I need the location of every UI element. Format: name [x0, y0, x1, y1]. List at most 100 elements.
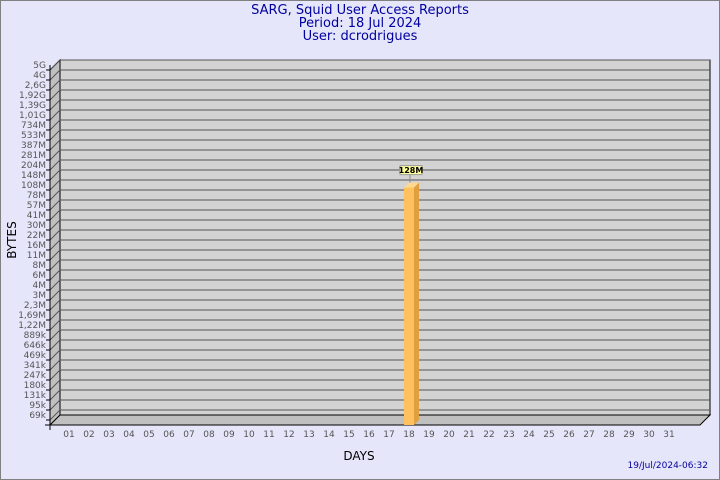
- x-tick-label: 01: [63, 430, 74, 440]
- chart-period: Period: 18 Jul 2024: [298, 16, 422, 31]
- grid-line-side: [49, 299, 61, 311]
- y-axis-title: BYTES: [5, 221, 19, 258]
- y-tick-label: 78M: [27, 191, 46, 201]
- bar-value-label: 128M: [399, 166, 424, 175]
- chart-user: User: dcrodrigues: [302, 29, 418, 44]
- grid-line-side: [49, 109, 61, 121]
- y-tick-label: 30M: [27, 221, 46, 231]
- plot-back-panel: [59, 59, 711, 416]
- x-tick-label: 15: [343, 430, 354, 440]
- y-tick-label: 57M: [27, 201, 46, 211]
- grid-line-side: [49, 89, 61, 101]
- y-tick-label: 734M: [21, 121, 46, 131]
- grid-line-side: [49, 329, 61, 341]
- y-tick-label: 1,92G: [19, 91, 46, 101]
- y-tick-label: 4M: [33, 281, 47, 291]
- y-tick-label: 204M: [21, 161, 46, 171]
- grid-line-side: [49, 69, 61, 81]
- x-tick-label: 24: [523, 430, 535, 440]
- x-tick-label: 14: [323, 430, 335, 440]
- y-tick-label: 5G: [33, 61, 46, 71]
- x-tick-label: 21: [463, 430, 474, 440]
- y-tick-label: 11M: [27, 251, 46, 261]
- x-tick-label: 11: [263, 430, 274, 440]
- grid-line-side: [49, 119, 61, 131]
- grid-line-side: [49, 239, 61, 251]
- grid-line-side: [49, 289, 61, 301]
- x-tick-label: 28: [603, 430, 615, 440]
- grid-line-side: [49, 249, 61, 261]
- grid-line-side: [49, 349, 61, 361]
- x-tick-label: 31: [663, 430, 674, 440]
- grid-line-side: [49, 99, 61, 111]
- x-tick-label: 23: [503, 430, 514, 440]
- grid-line-side: [49, 59, 61, 71]
- grid-line-side: [49, 279, 61, 291]
- y-tick-label: 41M: [27, 211, 46, 221]
- y-tick-label: 6M: [33, 271, 47, 281]
- x-tick-label: 09: [223, 430, 235, 440]
- x-tick-label: 25: [543, 430, 554, 440]
- y-tick-label: 533M: [21, 131, 46, 141]
- x-tick-label: 20: [443, 430, 455, 440]
- y-tick-label: 148M: [21, 171, 46, 181]
- x-tick-label: 26: [563, 430, 575, 440]
- x-tick-label: 18: [403, 430, 415, 440]
- y-tick-label: 108M: [21, 181, 46, 191]
- grid-line-side: [49, 359, 61, 371]
- chart-title: SARG, Squid User Access Reports: [251, 3, 469, 18]
- y-tick-label: 8M: [33, 261, 47, 271]
- bar-side: [414, 182, 419, 425]
- y-tick-label: 4G: [33, 71, 46, 81]
- x-tick-label: 13: [303, 430, 314, 440]
- y-tick-label: 1,39G: [19, 101, 46, 111]
- y-tick-label: 3M: [33, 291, 47, 301]
- grid-line-side: [49, 409, 61, 421]
- grid-line-side: [49, 309, 61, 321]
- x-tick-label: 17: [383, 430, 394, 440]
- grid-line-side: [49, 219, 61, 231]
- y-tick-label: 95k: [29, 401, 46, 411]
- x-tick-label: 22: [483, 430, 494, 440]
- y-tick-label: 2,6G: [25, 81, 46, 91]
- x-tick-label: 02: [83, 430, 94, 440]
- x-tick-label: 07: [183, 430, 194, 440]
- y-tick-label: 469k: [24, 351, 47, 361]
- grid-line-side: [49, 269, 61, 281]
- y-tick-label: 16M: [27, 241, 46, 251]
- y-tick-label: 281M: [21, 151, 46, 161]
- y-tick-label: 387M: [21, 141, 46, 151]
- x-tick-label: 29: [623, 430, 635, 440]
- y-tick-label: 1,01G: [19, 111, 46, 121]
- y-tick-label: 1,69M: [18, 311, 46, 321]
- x-axis-title: DAYS: [343, 449, 374, 463]
- y-tick-label: 69k: [29, 411, 46, 421]
- x-tick-label: 16: [363, 430, 375, 440]
- grid-line-side: [49, 399, 61, 411]
- x-tick-label: 10: [243, 430, 255, 440]
- grid-line-side: [49, 129, 61, 141]
- y-tick-label: 2,3M: [24, 301, 46, 311]
- y-tick-label: 341k: [24, 361, 47, 371]
- grid-line-side: [49, 149, 61, 161]
- x-tick-label: 27: [583, 430, 594, 440]
- grid-line-side: [49, 189, 61, 201]
- plot-floor: [48, 414, 712, 426]
- report-timestamp: 19/Jul/2024-06:32: [627, 461, 708, 471]
- grid-line-side: [49, 139, 61, 151]
- x-tick-label: 04: [123, 430, 135, 440]
- grid-line-side: [49, 369, 61, 381]
- y-tick-label: 247k: [24, 371, 47, 381]
- y-tick-label: 22M: [27, 231, 46, 241]
- y-tick-label: 889k: [24, 331, 47, 341]
- grid-line-side: [49, 199, 61, 211]
- grid-line-side: [49, 229, 61, 241]
- y-tick-label: 131k: [24, 391, 47, 401]
- grid-line-side: [49, 319, 61, 331]
- grid-line-side: [49, 389, 61, 401]
- grid-line-side: [49, 379, 61, 391]
- grid-line-side: [49, 339, 61, 351]
- grid-line-side: [49, 169, 61, 181]
- y-tick-label: 1,22M: [18, 321, 46, 331]
